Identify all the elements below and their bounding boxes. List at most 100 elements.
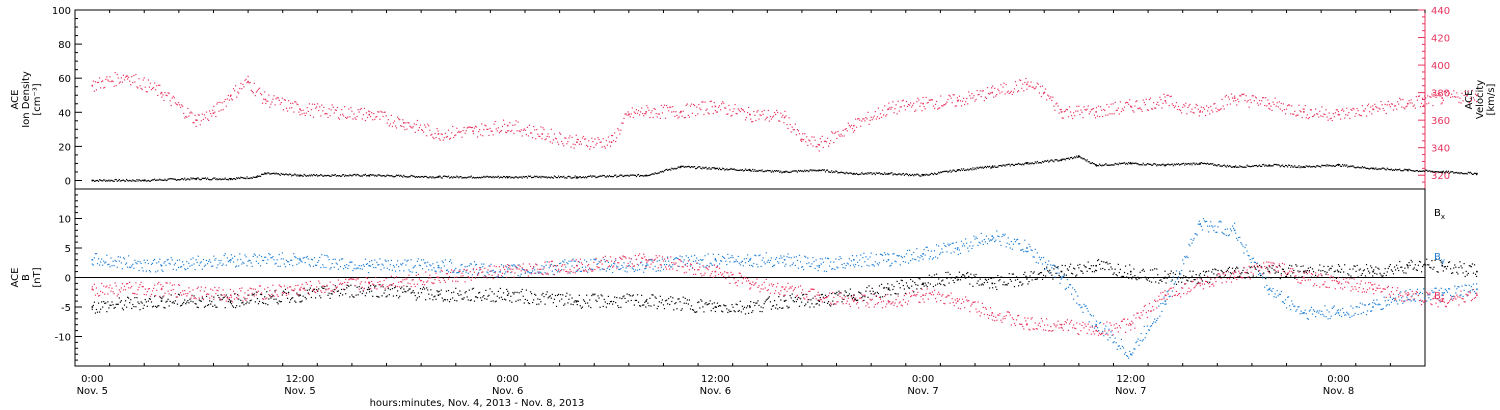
data-point — [491, 291, 493, 293]
data-point — [306, 174, 308, 177]
data-point — [392, 122, 395, 124]
data-point — [821, 135, 823, 137]
data-point — [334, 258, 336, 260]
data-point — [1164, 270, 1166, 272]
data-point — [241, 302, 243, 304]
data-point — [157, 179, 159, 181]
data-point — [277, 97, 279, 99]
data-point — [1192, 270, 1194, 272]
data-point — [1002, 86, 1004, 88]
data-point — [982, 284, 984, 286]
data-point — [1326, 164, 1328, 166]
data-point — [1139, 271, 1141, 273]
data-point — [668, 110, 670, 112]
data-point — [147, 300, 149, 302]
data-point — [96, 81, 99, 84]
data-point — [110, 257, 112, 259]
data-point — [649, 116, 651, 119]
data-point — [1419, 106, 1422, 108]
data-point — [1089, 111, 1091, 113]
data-point — [1364, 275, 1367, 277]
data-point — [839, 172, 841, 174]
data-point — [677, 258, 679, 260]
data-point — [526, 271, 529, 273]
data-point — [767, 297, 769, 299]
data-point — [1041, 278, 1044, 281]
data-point — [762, 307, 764, 309]
data-point — [525, 134, 527, 136]
data-point — [105, 180, 107, 182]
data-point — [426, 176, 428, 178]
data-point — [460, 131, 462, 133]
data-point — [833, 303, 835, 305]
data-point — [615, 141, 617, 143]
data-point — [628, 113, 630, 115]
data-point — [749, 264, 751, 266]
data-point — [671, 111, 673, 113]
data-point — [436, 128, 438, 130]
data-point — [1000, 164, 1002, 167]
data-point — [462, 176, 464, 179]
data-point — [904, 173, 907, 175]
data-point — [1192, 162, 1194, 164]
data-point — [242, 177, 244, 179]
data-point — [832, 132, 834, 134]
data-point — [1046, 99, 1048, 101]
data-point — [1143, 101, 1145, 104]
data-point — [120, 262, 122, 264]
data-point — [657, 113, 659, 115]
data-point — [1235, 100, 1237, 102]
data-point — [999, 92, 1001, 94]
data-point — [1174, 105, 1177, 107]
data-point — [238, 265, 240, 267]
data-point — [151, 262, 154, 264]
data-point — [702, 306, 704, 308]
data-point — [606, 175, 608, 177]
data-point — [137, 260, 139, 263]
data-point — [314, 297, 317, 299]
data-point — [1271, 267, 1273, 269]
data-point — [1216, 274, 1218, 276]
data-point — [1229, 103, 1232, 105]
data-point — [493, 271, 495, 273]
data-point — [1118, 271, 1120, 274]
data-point — [1266, 266, 1268, 269]
data-point — [449, 137, 452, 139]
data-point — [164, 178, 166, 180]
data-point — [791, 170, 793, 172]
data-point — [238, 177, 240, 179]
data-point — [150, 301, 153, 303]
data-point — [1111, 164, 1113, 166]
data-point — [800, 266, 803, 268]
data-point — [818, 264, 821, 267]
data-point — [614, 263, 616, 265]
data-point — [466, 176, 468, 179]
data-point — [844, 290, 846, 292]
data-point — [822, 169, 824, 171]
data-point — [594, 138, 596, 140]
data-point — [528, 124, 531, 126]
data-point — [849, 126, 851, 128]
data-point — [689, 308, 692, 310]
data-point — [895, 173, 897, 176]
data-point — [1085, 266, 1087, 268]
data-point — [294, 300, 296, 302]
data-point — [637, 110, 640, 112]
data-point — [910, 174, 912, 177]
data-point — [1439, 94, 1441, 96]
data-point — [160, 297, 162, 299]
data-point — [317, 261, 319, 264]
data-point — [178, 294, 181, 296]
data-point — [741, 169, 743, 171]
data-point — [98, 311, 101, 313]
data-point — [610, 264, 613, 266]
data-point — [276, 301, 278, 304]
data-point — [273, 172, 275, 174]
data-point — [901, 100, 903, 102]
data-point — [970, 97, 972, 99]
data-point — [613, 175, 615, 178]
data-point — [506, 294, 509, 296]
data-point — [725, 260, 727, 262]
data-point — [842, 172, 844, 174]
data-point — [145, 301, 147, 303]
